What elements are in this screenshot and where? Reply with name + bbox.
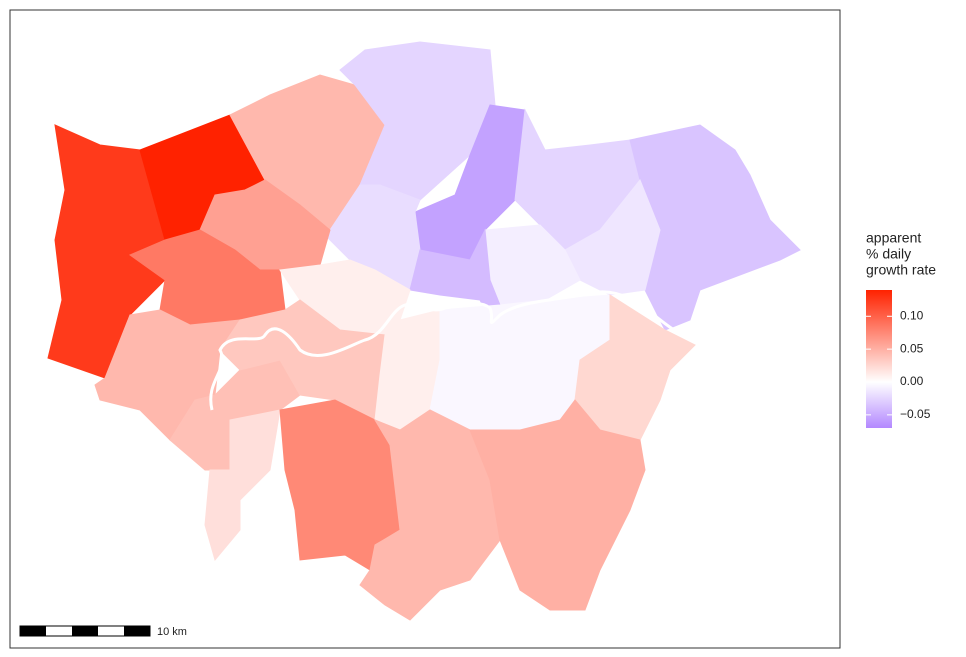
- legend-tick-label: 0.00: [900, 374, 924, 388]
- scale-bar-segment: [20, 626, 46, 636]
- river: [209, 290, 696, 411]
- scale-bar-segment: [124, 626, 150, 636]
- legend-title: % daily: [866, 246, 911, 262]
- scale-bar-segment: [72, 626, 98, 636]
- region: [204, 409, 281, 562]
- legend-colorbar: [866, 290, 892, 428]
- region: [359, 409, 501, 621]
- scale-bar-label: 10 km: [157, 626, 187, 638]
- legend-tick-label: 0.10: [900, 308, 924, 322]
- legend-tick-label: −0.05: [900, 407, 931, 421]
- legend-title: growth rate: [866, 262, 936, 278]
- region: [469, 399, 646, 611]
- regions: [47, 41, 801, 621]
- legend-title: apparent: [866, 230, 921, 246]
- legend-tick-label: 0.05: [900, 341, 924, 355]
- scale-bar: 10 km: [19, 625, 187, 638]
- region: [128, 229, 286, 326]
